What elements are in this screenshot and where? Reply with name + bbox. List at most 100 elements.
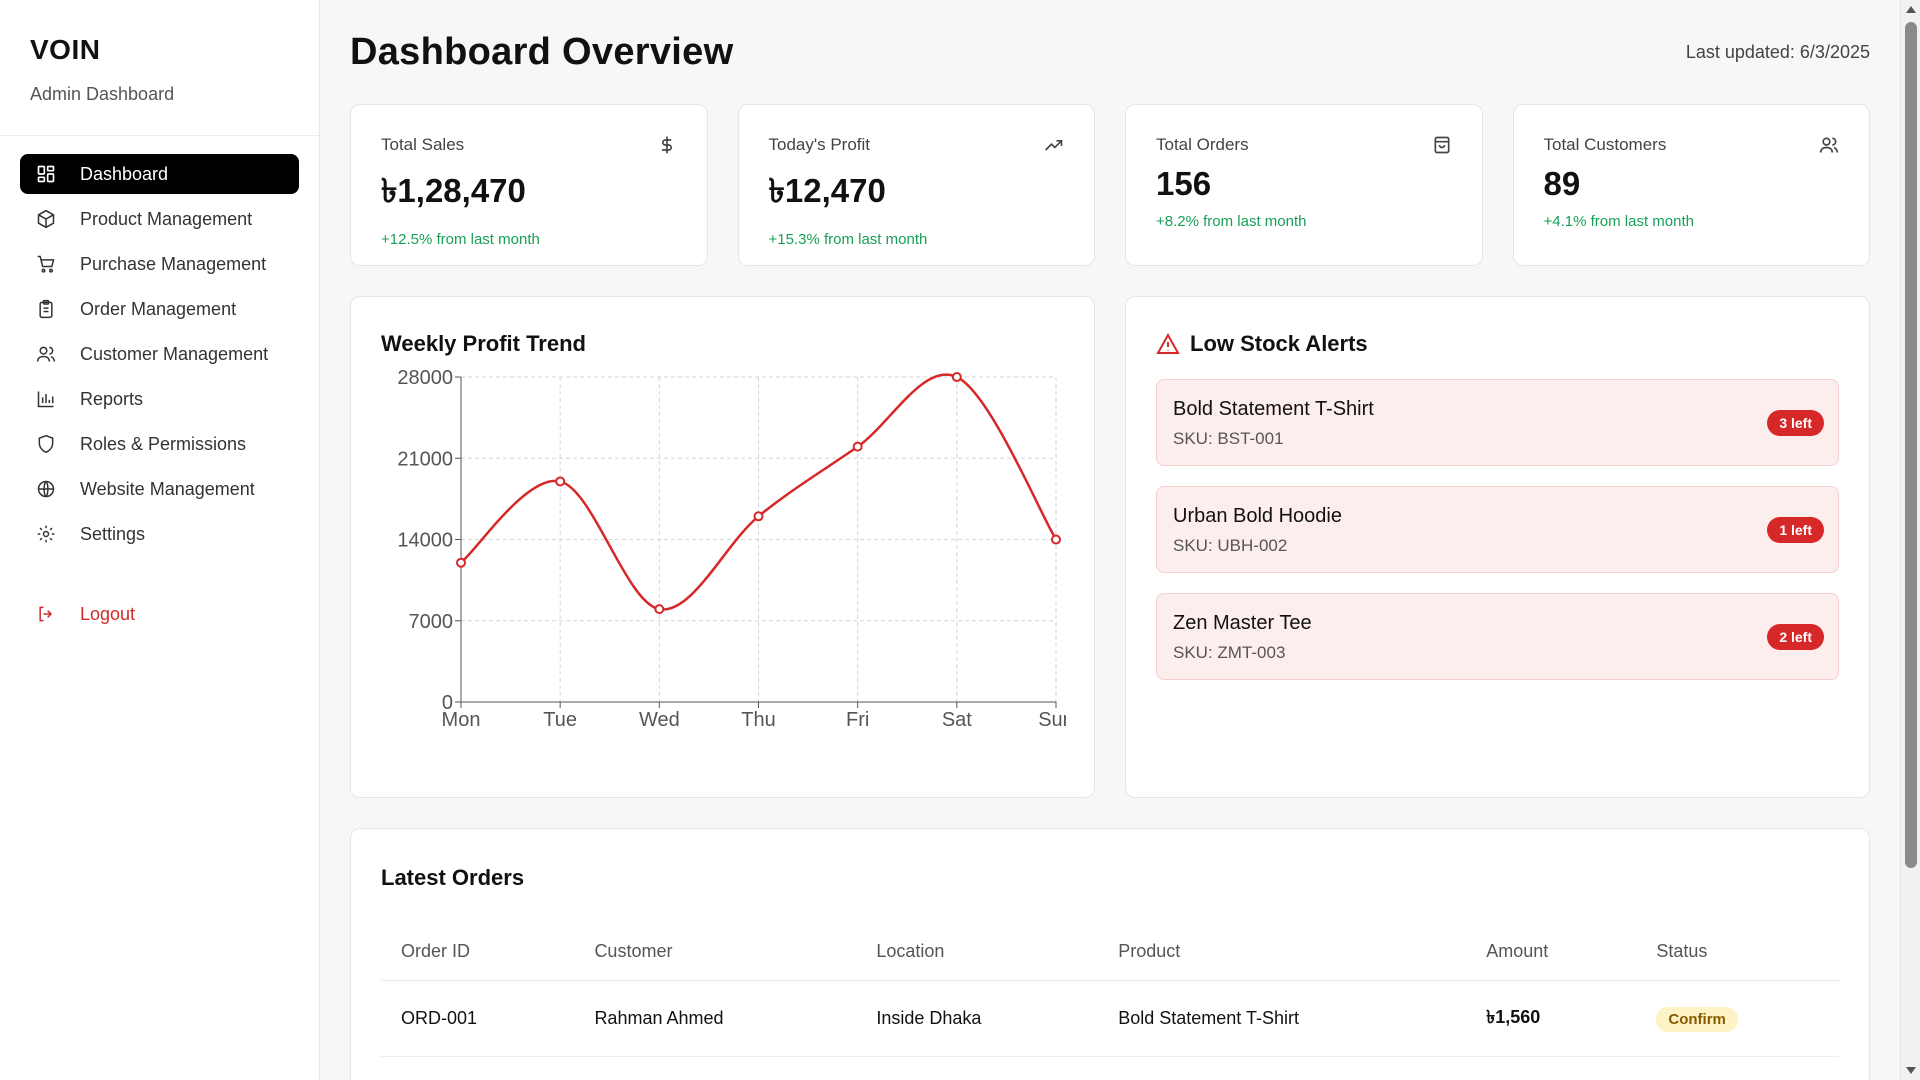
order-id-cell: ORD-001	[381, 980, 575, 1057]
sidebar: VOIN Admin Dashboard Dashboard Product M…	[0, 0, 320, 1080]
gear-icon	[36, 524, 56, 544]
low-stock-item[interactable]: Urban Bold Hoodie SKU: UBH-002 1 left	[1156, 486, 1839, 573]
stat-delta: +8.2% from last month	[1156, 213, 1307, 230]
data-point	[555, 476, 566, 487]
sidebar-item-reports[interactable]: Reports	[20, 379, 299, 419]
stat-card-total-customers: Total Customers 89 +4.1% from last month	[1512, 104, 1870, 266]
sidebar-item-label: Roles & Permissions	[80, 433, 247, 454]
sidebar-item-dashboard[interactable]: Dashboard	[20, 154, 299, 194]
sidebar-item-settings[interactable]: Settings	[20, 514, 299, 554]
sidebar-nav: Dashboard Product Management Purchase Ma…	[0, 136, 319, 634]
data-point	[852, 441, 863, 452]
amount-cell: ৳1,560	[1466, 980, 1637, 1057]
alerts-header: Low Stock Alerts	[1156, 331, 1839, 357]
main-content: Dashboard Overview Last updated: 6/3/202…	[320, 0, 1900, 1080]
sidebar-item-customer-management[interactable]: Customer Management	[20, 334, 299, 374]
column-header[interactable]: Customer	[574, 927, 857, 981]
stat-card-total-sales: Total Sales ৳1,28,470 +12.5% from last m…	[350, 104, 708, 266]
bar-chart-icon	[36, 389, 56, 409]
stat-card-total-orders: Total Orders 156 +8.2% from last month	[1125, 104, 1483, 266]
clipboard-icon	[36, 299, 56, 319]
location-cell: Inside Dhaka	[856, 980, 1099, 1057]
users-icon	[36, 344, 56, 364]
scroll-thumb[interactable]	[1905, 22, 1917, 868]
sidebar-item-website-management[interactable]: Website Management	[20, 469, 299, 509]
sidebar-item-roles-permissions[interactable]: Roles & Permissions	[20, 424, 299, 464]
data-point	[951, 372, 962, 382]
column-header[interactable]: Product	[1098, 927, 1467, 981]
weekly-profit-chart-panel: Weekly Profit Trend 0 7000 14000 21000 28000…	[350, 296, 1095, 798]
data-point	[753, 511, 764, 522]
dashboard-grid-icon	[36, 164, 56, 184]
x-tick-label: Thu	[741, 709, 775, 731]
x-tick-label: Fri	[846, 709, 869, 731]
stat-label: Total Customers	[1543, 135, 1667, 154]
low-stock-item[interactable]: Zen Master Tee SKU: ZMT-003 2 left	[1156, 593, 1839, 680]
x-tick-label: Sat	[942, 709, 972, 731]
brand-title: VOIN	[30, 34, 101, 65]
stat-delta: +15.3% from last month	[768, 231, 928, 248]
warning-icon	[1156, 332, 1180, 354]
customer-cell: Rahman Ahmed	[574, 980, 857, 1057]
brand-subtitle: Admin Dashboard	[30, 84, 175, 104]
stat-value: 156	[1156, 165, 1212, 202]
low-stock-item[interactable]: Bold Statement T-Shirt SKU: BST-001 3 le…	[1156, 379, 1839, 466]
page-title: Dashboard Overview	[350, 30, 734, 73]
column-header[interactable]: Location	[856, 927, 1099, 981]
table-row[interactable]: ORD-001 Rahman Ahmed Inside Dhaka Bold S…	[381, 980, 1839, 1057]
scroll-down-arrow-icon[interactable]	[1906, 1067, 1916, 1074]
stat-cards: Total Sales ৳1,28,470 +12.5% from last m…	[350, 104, 1870, 266]
status-badge[interactable]: Confirm	[1656, 1007, 1738, 1032]
orders-table: Order ID Customer Location Product Amoun…	[381, 927, 1839, 1057]
alert-product-name: Zen Master Tee	[1173, 612, 1312, 634]
stock-left-badge: 3 left	[1767, 410, 1824, 436]
box-icon	[36, 209, 56, 229]
product-cell: Bold Statement T-Shirt	[1098, 980, 1467, 1057]
column-header[interactable]: Order ID	[381, 927, 575, 981]
row-chart-alerts: Weekly Profit Trend 0 7000 14000 21000 28000…	[350, 296, 1870, 798]
vertical-scrollbar[interactable]	[1900, 0, 1920, 1080]
x-tick-label: Tue	[543, 709, 577, 731]
globe-icon	[36, 479, 56, 499]
brand: VOIN Admin Dashboard	[0, 0, 319, 136]
sidebar-item-product-management[interactable]: Product Management	[20, 199, 299, 239]
alert-sku: SKU: BST-001	[1173, 429, 1284, 448]
sidebar-item-purchase-management[interactable]: Purchase Management	[20, 244, 299, 284]
sidebar-item-label: Order Management	[80, 298, 237, 319]
sidebar-item-label: Product Management	[80, 208, 253, 229]
shield-icon	[36, 434, 56, 454]
data-point	[1051, 534, 1061, 545]
sidebar-item-label: Customer Management	[80, 343, 269, 364]
stat-label: Total Orders	[1156, 135, 1249, 154]
data-point	[456, 557, 466, 568]
logout-label: Logout	[80, 603, 136, 624]
alerts-title: Low Stock Alerts	[1190, 331, 1368, 356]
alert-sku: SKU: ZMT-003	[1173, 643, 1286, 662]
weekly-profit-chart: 0 7000 14000 21000 28000 Mon Tue Wed Thu Fri Sat Su…	[397, 367, 1073, 731]
data-point	[654, 604, 665, 615]
trending-up-icon	[1044, 135, 1064, 155]
sidebar-item-order-management[interactable]: Order Management	[20, 289, 299, 329]
topbar: Dashboard Overview Last updated: 6/3/202…	[350, 0, 1870, 104]
scroll-up-arrow-icon[interactable]	[1906, 6, 1916, 13]
stat-delta: +12.5% from last month	[381, 231, 540, 248]
stat-value: 89	[1543, 165, 1581, 202]
stat-label: Total Sales	[381, 135, 465, 154]
x-tick-label: Wed	[639, 709, 680, 731]
shopping-bag-icon	[1432, 135, 1452, 155]
sidebar-item-label: Settings	[80, 523, 146, 544]
latest-orders-panel: Latest Orders Order ID Customer Location…	[350, 828, 1870, 1080]
sidebar-item-label: Purchase Management	[80, 253, 267, 274]
column-header[interactable]: Status	[1636, 927, 1839, 981]
y-tick-label: 28000	[397, 367, 453, 389]
stat-delta: +4.1% from last month	[1543, 213, 1694, 230]
column-header[interactable]: Amount	[1466, 927, 1637, 981]
alert-product-name: Bold Statement T-Shirt	[1173, 398, 1374, 420]
x-tick-label: Sun	[1038, 709, 1066, 731]
stat-value: ৳1,28,470	[381, 172, 526, 209]
logout-button[interactable]: Logout	[20, 594, 299, 634]
stock-left-badge: 1 left	[1767, 517, 1824, 543]
stat-label: Today's Profit	[768, 135, 871, 154]
sidebar-item-label: Dashboard	[80, 163, 169, 184]
users-icon	[1819, 135, 1839, 155]
